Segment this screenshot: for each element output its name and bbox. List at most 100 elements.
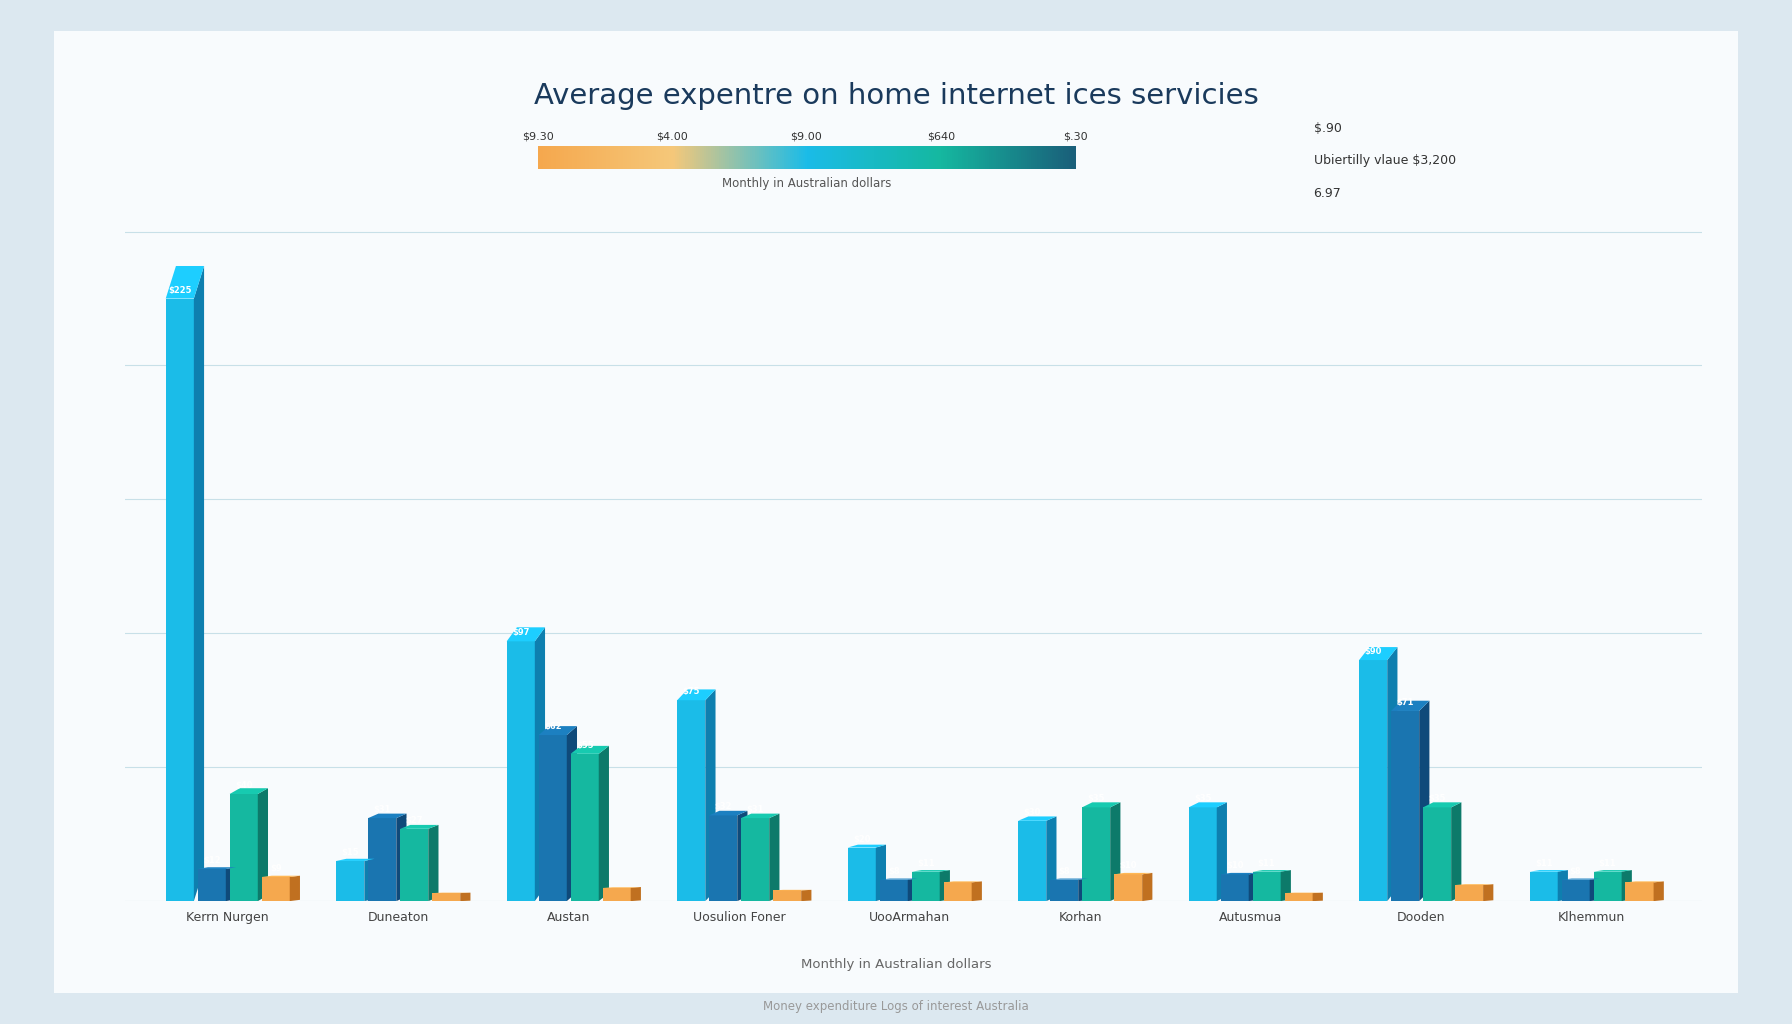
Polygon shape — [1111, 803, 1120, 901]
Polygon shape — [566, 726, 577, 901]
Text: $27: $27 — [405, 816, 423, 824]
Polygon shape — [801, 890, 812, 901]
Polygon shape — [432, 893, 461, 901]
Polygon shape — [1387, 647, 1398, 901]
Polygon shape — [1484, 884, 1493, 901]
Polygon shape — [710, 815, 737, 901]
Polygon shape — [262, 876, 299, 877]
Polygon shape — [400, 828, 428, 901]
Polygon shape — [909, 879, 918, 901]
Polygon shape — [1557, 870, 1568, 901]
Polygon shape — [1050, 879, 1088, 880]
Text: $40: $40 — [235, 781, 253, 790]
Polygon shape — [876, 845, 885, 901]
Polygon shape — [570, 745, 609, 754]
Text: $97: $97 — [513, 629, 529, 637]
Text: $640: $640 — [926, 131, 955, 141]
Text: $31: $31 — [373, 805, 391, 814]
Text: $55: $55 — [575, 740, 593, 750]
Polygon shape — [1047, 816, 1057, 901]
Polygon shape — [971, 882, 982, 901]
Polygon shape — [229, 788, 269, 794]
Polygon shape — [1561, 879, 1600, 880]
Text: Monthly in Australian dollars: Monthly in Australian dollars — [801, 957, 991, 971]
Text: $20: $20 — [853, 835, 871, 844]
Polygon shape — [226, 867, 237, 901]
Polygon shape — [710, 811, 747, 815]
Polygon shape — [1220, 874, 1249, 901]
Polygon shape — [1220, 872, 1260, 874]
Polygon shape — [461, 893, 471, 901]
Polygon shape — [197, 869, 226, 901]
Polygon shape — [631, 887, 642, 901]
Text: $10: $10 — [1120, 861, 1136, 870]
Polygon shape — [1281, 870, 1290, 901]
Text: Money expenditure Logs of interest Australia: Money expenditure Logs of interest Austr… — [763, 999, 1029, 1013]
Polygon shape — [262, 877, 290, 901]
Polygon shape — [1249, 872, 1260, 901]
Polygon shape — [1253, 871, 1281, 901]
Polygon shape — [570, 754, 599, 901]
Text: $12: $12 — [202, 856, 220, 865]
Text: $31: $31 — [747, 805, 763, 814]
Polygon shape — [1082, 803, 1120, 807]
Text: $8: $8 — [1059, 866, 1070, 876]
Polygon shape — [1423, 807, 1452, 901]
Polygon shape — [534, 628, 545, 901]
Text: $90: $90 — [1364, 647, 1382, 656]
Polygon shape — [229, 794, 258, 901]
Text: $11: $11 — [1258, 859, 1276, 867]
Polygon shape — [706, 689, 715, 901]
Polygon shape — [428, 825, 439, 901]
Polygon shape — [677, 689, 715, 700]
Polygon shape — [197, 867, 237, 869]
Polygon shape — [1115, 872, 1152, 874]
Polygon shape — [1622, 870, 1633, 901]
Polygon shape — [1419, 700, 1430, 901]
Polygon shape — [367, 818, 396, 901]
Polygon shape — [1217, 803, 1228, 901]
Polygon shape — [1018, 821, 1047, 901]
Polygon shape — [912, 871, 939, 901]
Text: $75: $75 — [683, 687, 701, 696]
Text: $35: $35 — [1428, 795, 1446, 804]
Text: $9: $9 — [271, 864, 281, 873]
Polygon shape — [772, 891, 801, 901]
Text: $9.00: $9.00 — [790, 131, 823, 141]
Text: $225: $225 — [168, 286, 192, 295]
Text: Monthly in Australian dollars: Monthly in Australian dollars — [722, 177, 891, 190]
Polygon shape — [1452, 803, 1462, 901]
Polygon shape — [848, 848, 876, 901]
Polygon shape — [507, 628, 545, 641]
Polygon shape — [539, 735, 566, 901]
Polygon shape — [880, 879, 918, 880]
Polygon shape — [1115, 874, 1142, 901]
Polygon shape — [539, 726, 577, 735]
Polygon shape — [396, 814, 407, 901]
Polygon shape — [1530, 870, 1568, 871]
Polygon shape — [912, 870, 950, 871]
Polygon shape — [364, 859, 375, 901]
Polygon shape — [1593, 870, 1633, 871]
Text: $62: $62 — [545, 722, 561, 731]
Polygon shape — [939, 870, 950, 901]
Polygon shape — [165, 266, 204, 299]
Text: $11: $11 — [1534, 859, 1552, 867]
Polygon shape — [258, 788, 269, 901]
Text: 6.97: 6.97 — [1314, 187, 1340, 200]
Polygon shape — [1590, 879, 1600, 901]
Text: Ubiertilly vlaue $3,200: Ubiertilly vlaue $3,200 — [1314, 155, 1455, 167]
Text: $8: $8 — [1570, 866, 1581, 876]
Polygon shape — [944, 883, 971, 901]
Polygon shape — [1391, 700, 1430, 711]
Polygon shape — [1188, 807, 1217, 901]
Polygon shape — [1423, 803, 1462, 807]
Polygon shape — [1142, 872, 1152, 901]
Polygon shape — [367, 814, 407, 818]
Polygon shape — [1530, 871, 1557, 901]
Text: $35: $35 — [1193, 795, 1211, 804]
Text: $9.30: $9.30 — [521, 131, 554, 141]
Polygon shape — [742, 814, 780, 818]
Polygon shape — [737, 811, 747, 901]
Polygon shape — [1561, 880, 1590, 901]
